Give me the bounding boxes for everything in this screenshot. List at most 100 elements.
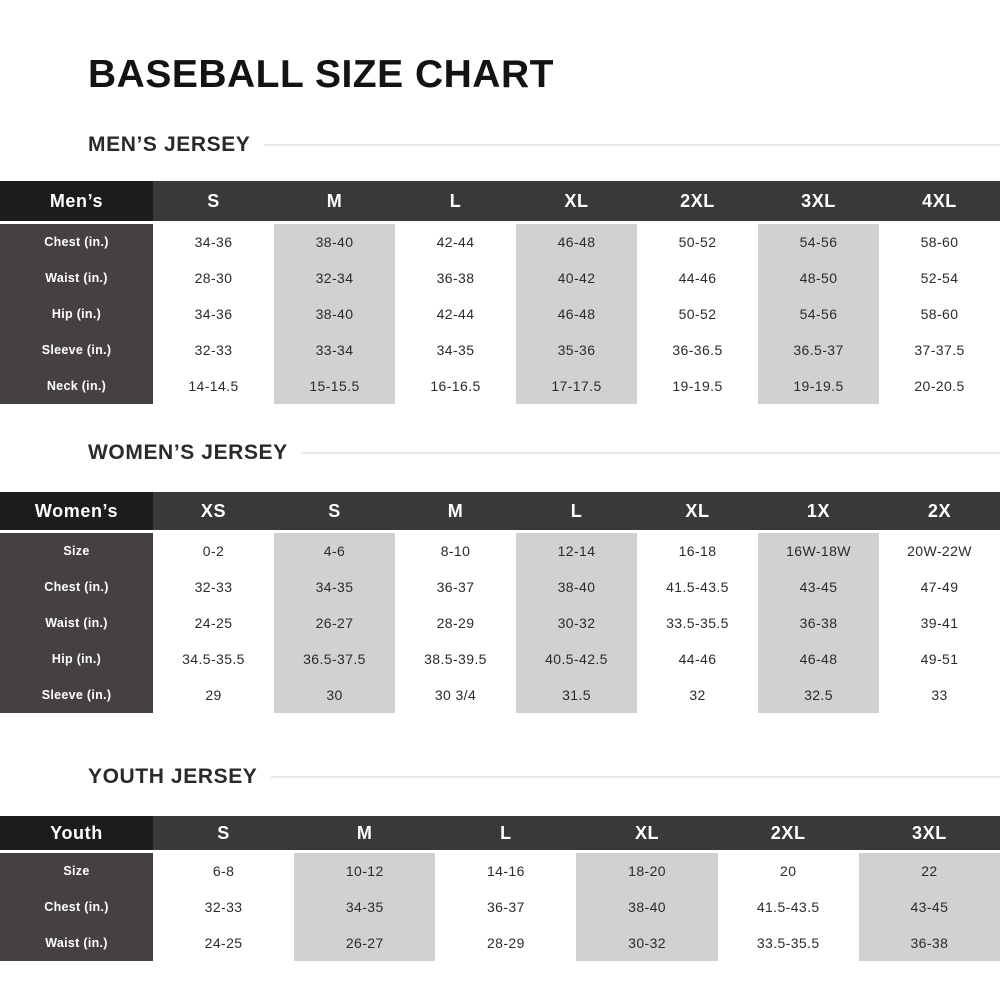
mens-cell: 35-36 (516, 332, 637, 368)
mens-cell: 32-34 (274, 260, 395, 296)
mens-cell: 28-30 (153, 260, 274, 296)
womens-cell: 46-48 (758, 641, 879, 677)
section-title-mens: MEN’S JERSEY (88, 133, 251, 156)
youth-cell: 24-25 (153, 925, 295, 961)
mens-table-row: Chest (in.) 34-36 38-40 42-44 46-48 50-52 54-5… (0, 221, 1000, 260)
mens-cell: 15-15.5 (274, 368, 395, 404)
section-title-womens: WOMEN’S JERSEY (88, 441, 288, 464)
womens-cell: 49-51 (879, 641, 1000, 677)
youth-cell: 36-38 (858, 925, 1000, 961)
mens-cell: 42-44 (395, 296, 516, 332)
womens-cell: 20W-22W (879, 530, 1000, 569)
womens-cell: 44-46 (637, 641, 758, 677)
mens-cell: 50-52 (637, 296, 758, 332)
youth-cell: 30-32 (576, 925, 718, 961)
mens-cell: 19-19.5 (758, 368, 879, 404)
womens-header-row: Women’s XS S M L XL 1X 2X (0, 492, 1000, 532)
youth-cell: 43-45 (858, 889, 1000, 925)
youth-table-row: Size 6-8 10-12 14-16 18-20 20 22 (0, 850, 1000, 889)
youth-col-header-m: M (294, 816, 436, 852)
mens-cell: 46-48 (516, 296, 637, 332)
mens-cell: 20-20.5 (879, 368, 1000, 404)
womens-cell: 36-37 (395, 569, 516, 605)
womens-col-header-m: M (395, 492, 516, 532)
mens-cell: 48-50 (758, 260, 879, 296)
youth-corner-cell: Youth (0, 816, 153, 852)
womens-col-header-1x: 1X (758, 492, 879, 532)
womens-cell: 34.5-35.5 (153, 641, 274, 677)
youth-size-table: Youth S M L XL 2XL 3XL Size 6-8 10-12 14-16 18-20 20… (0, 816, 1000, 961)
youth-cell: 34-35 (294, 889, 436, 925)
youth-col-header-xl: XL (576, 816, 718, 852)
youth-table-row: Chest (in.) 32-33 34-35 36-37 38-40 41.5-43.5… (0, 889, 1000, 925)
womens-row-label: Size (0, 530, 153, 569)
mens-cell: 33-34 (274, 332, 395, 368)
mens-cell: 50-52 (637, 221, 758, 260)
womens-corner-cell: Women’s (0, 492, 153, 532)
youth-cell: 10-12 (294, 850, 436, 889)
mens-cell: 34-36 (153, 221, 274, 260)
womens-col-header-2x: 2X (879, 492, 1000, 532)
mens-table-row: Waist (in.) 28-30 32-34 36-38 40-42 44-46 48-5… (0, 260, 1000, 296)
womens-cell: 38.5-39.5 (395, 641, 516, 677)
mens-cell: 37-37.5 (879, 332, 1000, 368)
womens-cell: 26-27 (274, 605, 395, 641)
womens-cell: 33 (879, 677, 1000, 713)
mens-cell: 19-19.5 (637, 368, 758, 404)
youth-cell: 33.5-35.5 (717, 925, 859, 961)
womens-cell: 12-14 (516, 530, 637, 569)
youth-cell: 26-27 (294, 925, 436, 961)
mens-cell: 42-44 (395, 221, 516, 260)
mens-cell: 54-56 (758, 296, 879, 332)
section-heading-youth: YOUTH JERSEY (88, 762, 1000, 792)
mens-cell: 46-48 (516, 221, 637, 260)
youth-cell: 14-16 (435, 850, 577, 889)
youth-col-header-s: S (153, 816, 295, 852)
mens-table-row: Sleeve (in.) 32-33 33-34 34-35 35-36 36-36.5 3… (0, 332, 1000, 368)
womens-cell: 38-40 (516, 569, 637, 605)
womens-cell: 40.5-42.5 (516, 641, 637, 677)
womens-cell: 33.5-35.5 (637, 605, 758, 641)
mens-cell: 36-38 (395, 260, 516, 296)
youth-cell: 6-8 (153, 850, 295, 889)
womens-cell: 43-45 (758, 569, 879, 605)
mens-row-label: Hip (in.) (0, 296, 153, 332)
mens-table-row: Hip (in.) 34-36 38-40 42-44 46-48 50-52 54-56 5… (0, 296, 1000, 332)
mens-cell: 38-40 (274, 221, 395, 260)
mens-row-label: Chest (in.) (0, 221, 153, 260)
heading-rule (271, 776, 1000, 778)
mens-cell: 36-36.5 (637, 332, 758, 368)
womens-row-label: Hip (in.) (0, 641, 153, 677)
youth-row-label: Waist (in.) (0, 925, 153, 961)
mens-cell: 32-33 (153, 332, 274, 368)
mens-cell: 54-56 (758, 221, 879, 260)
womens-cell: 34-35 (274, 569, 395, 605)
youth-cell: 41.5-43.5 (717, 889, 859, 925)
womens-size-table: Women’s XS S M L XL 1X 2X Size 0-2 4-6 8-10 12-14 16-… (0, 492, 1000, 713)
mens-header-row: Men’s S M L XL 2XL 3XL 4XL (0, 181, 1000, 223)
mens-col-header-2xl: 2XL (637, 181, 758, 223)
mens-row-label: Sleeve (in.) (0, 332, 153, 368)
womens-table-row: Size 0-2 4-6 8-10 12-14 16-18 16W-18W 20W-22W (0, 530, 1000, 569)
womens-cell: 30 3/4 (395, 677, 516, 713)
youth-table-row: Waist (in.) 24-25 26-27 28-29 30-32 33.5-35.5… (0, 925, 1000, 961)
mens-cell: 44-46 (637, 260, 758, 296)
mens-col-header-xl: XL (516, 181, 637, 223)
womens-cell: 39-41 (879, 605, 1000, 641)
womens-cell: 30-32 (516, 605, 637, 641)
mens-col-header-4xl: 4XL (879, 181, 1000, 223)
womens-cell: 0-2 (153, 530, 274, 569)
heading-rule (264, 144, 1000, 146)
mens-row-label: Waist (in.) (0, 260, 153, 296)
section-title-youth: YOUTH JERSEY (88, 765, 258, 788)
mens-cell: 40-42 (516, 260, 637, 296)
mens-size-table: Men’s S M L XL 2XL 3XL 4XL Chest (in.) 34-36 38-40… (0, 181, 1000, 404)
mens-table-row: Neck (in.) 14-14.5 15-15.5 16-16.5 17-17.5 19… (0, 368, 1000, 404)
heading-rule (301, 452, 1000, 454)
youth-cell: 22 (858, 850, 1000, 889)
mens-cell: 34-35 (395, 332, 516, 368)
womens-cell: 30 (274, 677, 395, 713)
mens-cell: 52-54 (879, 260, 1000, 296)
womens-table-row: Waist (in.) 24-25 26-27 28-29 30-32 33.5-35.5… (0, 605, 1000, 641)
mens-corner-cell: Men’s (0, 181, 153, 223)
